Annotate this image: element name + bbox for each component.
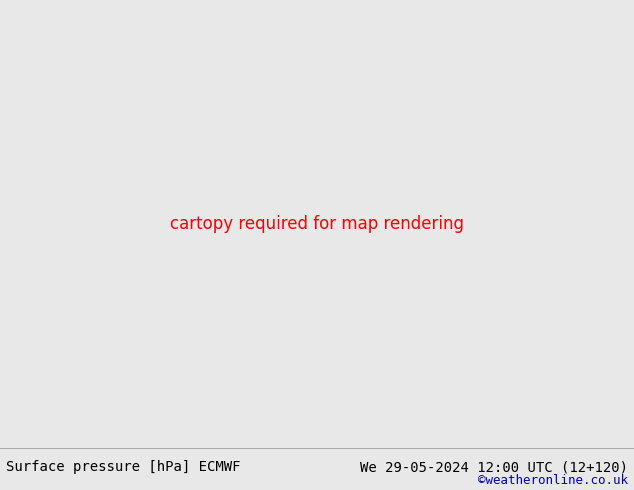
Text: We 29-05-2024 12:00 UTC (12+120): We 29-05-2024 12:00 UTC (12+120) [359, 460, 628, 474]
Text: ©weatheronline.co.uk: ©weatheronline.co.uk [477, 474, 628, 487]
Text: Surface pressure [hPa] ECMWF: Surface pressure [hPa] ECMWF [6, 460, 241, 474]
Text: cartopy required for map rendering: cartopy required for map rendering [170, 215, 464, 233]
